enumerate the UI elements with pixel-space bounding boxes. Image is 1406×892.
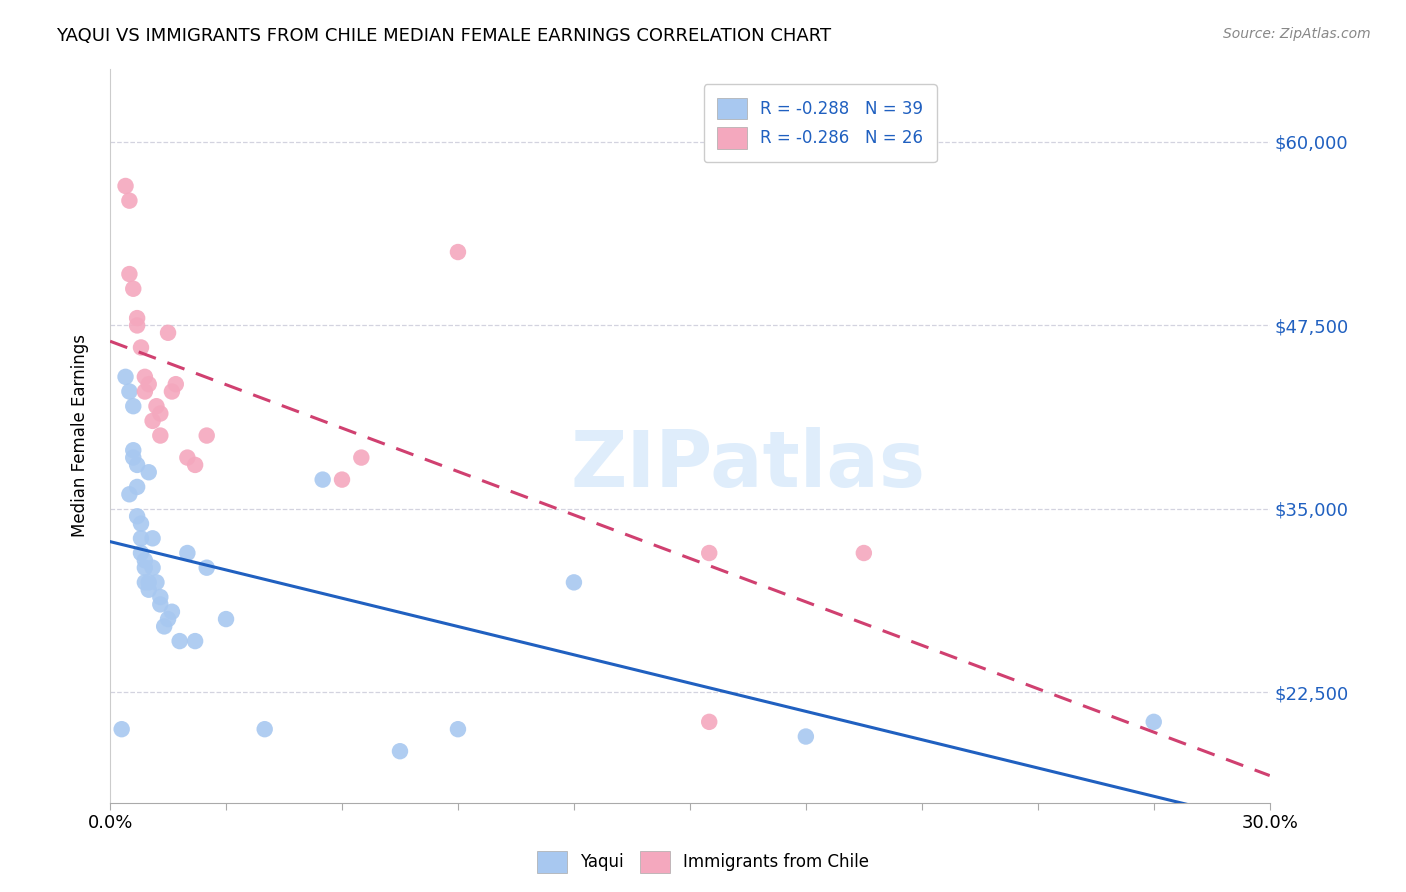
Point <box>138 575 160 590</box>
Point <box>127 509 149 524</box>
Point <box>149 428 172 442</box>
Point <box>350 450 373 465</box>
Point <box>118 384 141 399</box>
Point <box>127 458 149 472</box>
Point <box>129 532 152 546</box>
Point <box>134 384 156 399</box>
Point <box>388 744 411 758</box>
Point <box>1143 714 1166 729</box>
Point <box>134 369 156 384</box>
Point <box>697 714 720 729</box>
Y-axis label: Median Female Earnings: Median Female Earnings <box>72 334 89 537</box>
Point <box>852 546 875 560</box>
Text: Source: ZipAtlas.com: Source: ZipAtlas.com <box>1223 27 1371 41</box>
Legend: R = -0.288   N = 39, R = -0.286   N = 26: R = -0.288 N = 39, R = -0.286 N = 26 <box>703 84 936 162</box>
Point <box>165 377 187 392</box>
Point <box>253 722 276 736</box>
Point <box>176 450 198 465</box>
Point <box>122 399 145 413</box>
Point <box>122 443 145 458</box>
Point <box>157 612 180 626</box>
Point <box>134 560 156 574</box>
Point <box>562 575 585 590</box>
Point <box>118 267 141 281</box>
Point <box>215 612 238 626</box>
Point <box>129 546 152 560</box>
Point <box>114 369 136 384</box>
Point <box>153 619 176 633</box>
Point <box>149 598 172 612</box>
Point <box>145 575 167 590</box>
Point <box>195 560 218 574</box>
Point <box>138 465 160 479</box>
Point <box>447 722 470 736</box>
Text: ZIPatlas: ZIPatlas <box>571 427 925 503</box>
Point <box>127 311 149 326</box>
Point <box>134 575 156 590</box>
Point <box>195 428 218 442</box>
Point <box>330 473 353 487</box>
Point <box>118 487 141 501</box>
Point <box>129 516 152 531</box>
Point <box>122 450 145 465</box>
Point <box>149 590 172 604</box>
Text: YAQUI VS IMMIGRANTS FROM CHILE MEDIAN FEMALE EARNINGS CORRELATION CHART: YAQUI VS IMMIGRANTS FROM CHILE MEDIAN FE… <box>56 27 831 45</box>
Point <box>142 560 165 574</box>
Point <box>127 318 149 333</box>
Legend: Yaqui, Immigrants from Chile: Yaqui, Immigrants from Chile <box>530 845 876 880</box>
Point <box>129 341 152 355</box>
Point <box>145 399 167 413</box>
Point <box>311 473 333 487</box>
Point <box>160 605 183 619</box>
Point <box>157 326 180 340</box>
Point <box>142 414 165 428</box>
Point <box>169 634 191 648</box>
Point <box>114 178 136 193</box>
Point <box>176 546 198 560</box>
Point <box>142 532 165 546</box>
Point <box>697 546 720 560</box>
Point <box>184 458 207 472</box>
Point <box>111 722 134 736</box>
Point <box>794 730 817 744</box>
Point <box>118 194 141 208</box>
Point <box>134 553 156 567</box>
Point <box>138 582 160 597</box>
Point <box>447 245 470 260</box>
Point <box>160 384 183 399</box>
Point <box>138 377 160 392</box>
Point <box>122 282 145 296</box>
Point <box>127 480 149 494</box>
Point <box>184 634 207 648</box>
Point <box>149 407 172 421</box>
